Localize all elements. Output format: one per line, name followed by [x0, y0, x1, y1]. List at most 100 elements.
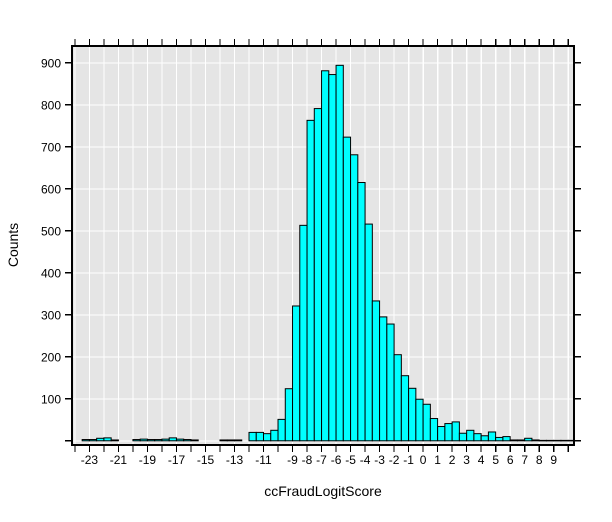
histogram-bar: [263, 433, 272, 442]
histogram-bar: [284, 388, 294, 442]
x-tick-label: -15: [197, 453, 215, 467]
x-tick-label: -23: [81, 453, 99, 467]
histogram-bar: [248, 431, 257, 442]
histogram-bar: [292, 305, 301, 442]
histogram-bar: [480, 435, 489, 442]
histogram-bar: [545, 439, 555, 442]
histogram-bar: [444, 423, 453, 442]
histogram-bar: [146, 439, 156, 442]
histogram-bar: [175, 438, 185, 442]
histogram-bar: [350, 154, 359, 442]
histogram-bar: [393, 354, 402, 442]
plot-frame: [71, 45, 575, 446]
x-tick-label: -6: [331, 453, 342, 467]
histogram-bar: [103, 437, 112, 442]
histogram-bar: [516, 439, 526, 442]
histogram-bar: [429, 418, 439, 442]
y-tick-label: 300: [41, 308, 61, 322]
y-tick-label: 700: [41, 140, 61, 154]
histogram-bar: [190, 439, 199, 442]
x-axis-title: ccFraudLogitScore: [264, 483, 382, 499]
x-tick-label: -7: [316, 453, 327, 467]
histogram-bar: [400, 375, 410, 442]
x-tick-label: -5: [345, 453, 356, 467]
histogram-bar: [132, 439, 141, 442]
histogram-bar: [313, 108, 323, 442]
histogram-bar: [299, 224, 308, 442]
y-tick-label: 200: [41, 350, 61, 364]
y-tick-label: 900: [41, 56, 61, 70]
x-tick-label: -13: [226, 453, 244, 467]
histogram-bar: [342, 136, 352, 442]
x-tick-label: -9: [287, 453, 298, 467]
histogram-bar: [408, 387, 417, 442]
x-tick-label: -17: [168, 453, 186, 467]
y-tick-label: 800: [41, 98, 61, 112]
histogram-bar: [560, 439, 569, 442]
histogram-bar: [81, 439, 90, 442]
y-tick-label: 400: [41, 266, 61, 280]
histogram-bar: [270, 429, 279, 442]
histogram-bar: [328, 74, 337, 442]
histogram-bar: [234, 439, 243, 442]
histogram-bar: [509, 439, 518, 442]
histogram-bar: [437, 426, 446, 442]
histogram-bar: [183, 439, 192, 442]
x-tick-label: 9: [550, 453, 557, 467]
histogram-bar: [538, 439, 547, 442]
histogram-bar: [502, 436, 511, 442]
x-tick-label: -1: [403, 453, 414, 467]
x-tick-label: 5: [492, 453, 499, 467]
histogram-bar: [379, 316, 388, 442]
x-tick-label: -19: [139, 453, 157, 467]
histogram-bar: [168, 437, 177, 442]
histogram-bar: [422, 403, 431, 442]
axis-ticks: [65, 39, 581, 452]
histogram-bar: [495, 436, 504, 442]
histogram-bar: [473, 433, 482, 442]
histogram-bar: [277, 418, 286, 442]
histogram-bar: [306, 119, 315, 442]
y-tick-label: 500: [41, 224, 61, 238]
x-tick-label: -2: [389, 453, 400, 467]
histogram-bar: [110, 439, 119, 442]
histogram-bar: [524, 437, 533, 442]
x-tick-label: 6: [507, 453, 514, 467]
x-tick-label: -3: [374, 453, 385, 467]
x-tick-label: -11: [255, 453, 272, 467]
x-tick-label: 0: [420, 453, 427, 467]
histogram-bar: [226, 439, 235, 442]
x-tick-label: 7: [521, 453, 528, 467]
y-axis-tick-labels: 100 200 300 400 500 600 700 800 900: [41, 56, 61, 406]
histogram-bar: [88, 439, 98, 442]
y-tick-label: 600: [41, 182, 61, 196]
x-tick-label: 8: [536, 453, 543, 467]
histogram-bar: [219, 439, 228, 442]
histogram-bar: [161, 438, 170, 442]
x-tick-label: 1: [434, 453, 441, 467]
x-tick-label: -4: [360, 453, 371, 467]
histogram-bar: [458, 432, 468, 442]
y-tick-label: 100: [41, 392, 61, 406]
histogram-bar: [531, 439, 540, 442]
histogram-bar: [139, 438, 148, 442]
histogram-bar: [451, 421, 460, 442]
x-tick-label: -8: [302, 453, 313, 467]
histogram-bar: [466, 429, 475, 442]
histogram-bars: [81, 64, 574, 442]
histogram-bar: [96, 437, 105, 442]
x-tick-label: 3: [463, 453, 470, 467]
histogram-bar: [357, 182, 366, 442]
x-tick-label: 4: [478, 453, 485, 467]
histogram-bar: [321, 70, 330, 442]
x-tick-label: 2: [449, 453, 456, 467]
x-axis-tick-labels: -23 -21 -19 -17 -15 -13 -11 -9 -8 -7 -6 -5 -4 -3 -2 -1 0…: [81, 453, 558, 467]
y-axis-title: Counts: [5, 223, 21, 267]
histogram-bar: [567, 439, 574, 442]
x-tick-label: -21: [110, 453, 128, 467]
histogram-bar: [386, 323, 395, 442]
histogram-bar: [154, 439, 163, 442]
histogram-bar: [255, 431, 265, 442]
